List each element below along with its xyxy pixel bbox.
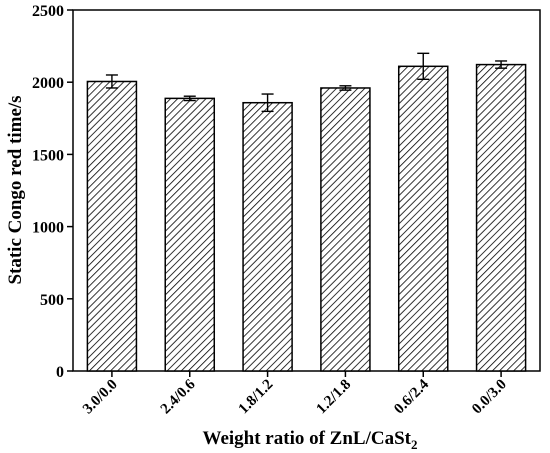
x-axis: 3.0/0.0 2.4/0.6 1.8/1.2 1.2/1.8 0.6/2.4 0.0/3… [80,371,510,417]
bar-series [86,52,527,372]
y-tick-label: 500 [40,292,64,309]
x-tick-label: 3.0/0.0 [80,377,121,418]
bar [397,65,449,372]
x-tick-label: 0.0/3.0 [469,377,510,418]
x-tick-label: 1.8/1.2 [236,377,277,418]
error-bar [105,74,118,89]
y-tick-label: 1500 [32,147,64,164]
bar [86,80,138,372]
y-tick-label: 0 [56,364,64,381]
error-bar [417,52,430,81]
x-tick-label: 2.4/0.6 [158,376,199,417]
bar [164,97,216,372]
y-tick-label: 2500 [32,3,64,20]
x-tick-label: 1.2/1.8 [313,377,354,418]
y-tick-label: 2000 [32,75,64,92]
x-axis-label: Weight ratio of ZnL/CaSt2 [203,428,418,452]
x-axis-label-subscript: 2 [411,437,418,452]
x-axis-label-main: Weight ratio of ZnL/CaSt [203,428,412,449]
error-bar [183,95,196,102]
error-bar [495,60,508,69]
error-bar [339,85,352,91]
bar [320,87,371,372]
bar [242,101,293,372]
error-bar [261,93,274,113]
y-axis: 0 500 1000 1500 2000 2500 [32,3,73,381]
y-tick-label: 1000 [32,220,64,237]
y-axis-label: Static Congo red time/s [5,95,26,284]
x-tick-label: 0.6/2.4 [391,376,432,417]
plot-area-frame [72,9,541,372]
bar [475,63,527,372]
